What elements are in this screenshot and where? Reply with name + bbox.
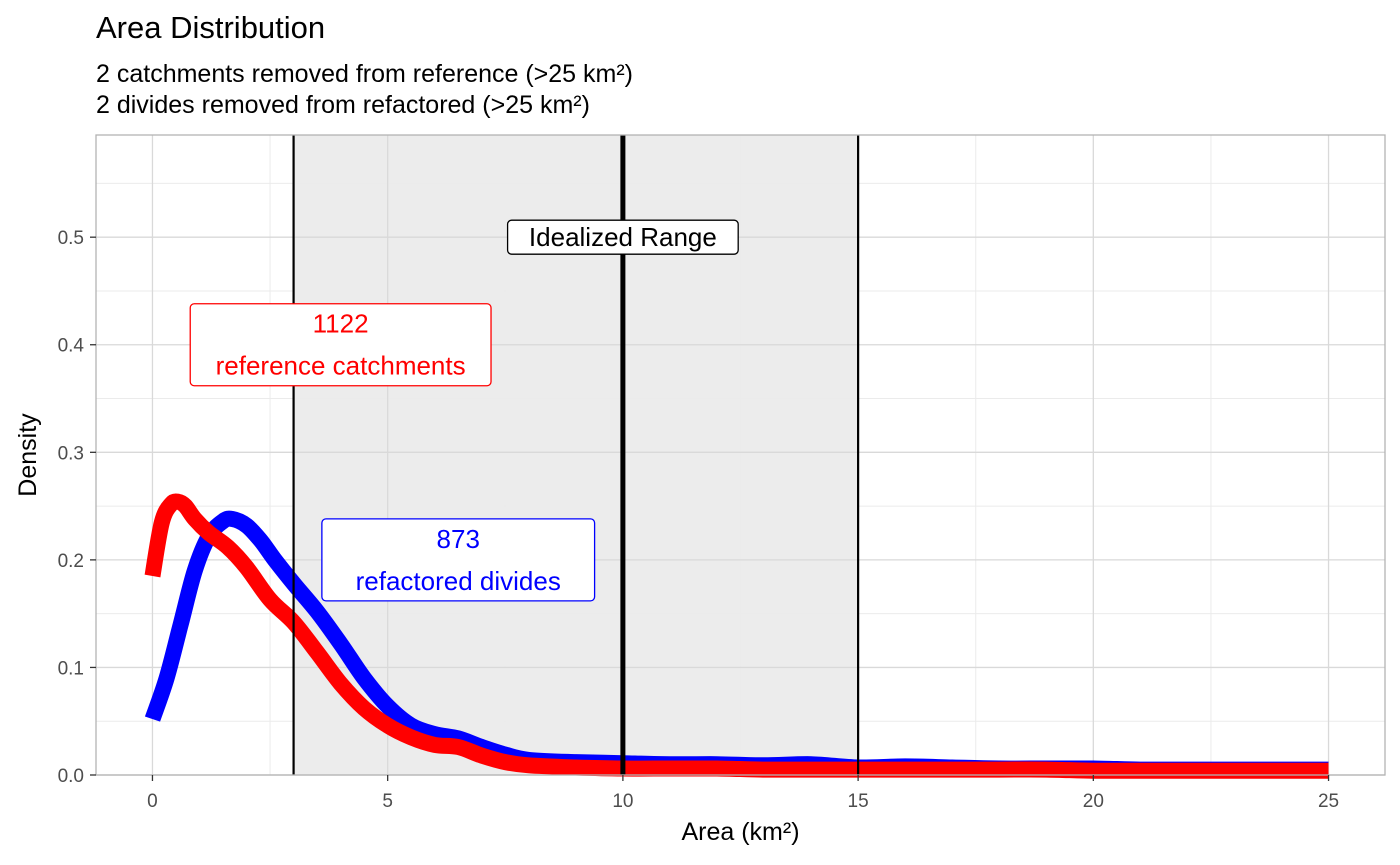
x-axis-title: Area (km²) (681, 818, 799, 846)
x-tick-label: 15 (848, 791, 869, 812)
chart-subtitle-line-2: 2 divides removed from refactored (>25 k… (96, 91, 590, 119)
plot-border (95, 134, 1386, 776)
reference-density-curve (144, 493, 1329, 779)
x-tick-label: 0 (147, 791, 158, 812)
x-tick-label: 25 (1318, 791, 1339, 812)
chart-title: Area Distribution (96, 10, 326, 45)
chart-subtitle-line-1: 2 catchments removed from reference (>25… (96, 60, 633, 88)
annotation-box-reference (189, 303, 492, 387)
y-tick-label: 0.3 (58, 443, 84, 464)
annotation-box-refactored (321, 518, 596, 602)
x-tick-label: 5 (382, 791, 393, 812)
annotation-text-refactored: 873 (437, 524, 480, 554)
y-axis-title: Density (14, 413, 42, 497)
annotation-text-reference: 1122 (313, 309, 369, 339)
y-tick-label: 0.2 (58, 551, 84, 572)
y-tick-label: 0.1 (58, 658, 84, 679)
x-tick-label: 10 (612, 791, 633, 812)
annotation-text-refactored: refactored divides (356, 566, 561, 596)
x-tick-label: 20 (1083, 791, 1104, 812)
y-tick-label: 0.5 (58, 228, 84, 249)
annotation-box-idealized (506, 219, 739, 255)
annotation-text-idealized: Idealized Range (529, 222, 717, 252)
y-tick-label: 0.0 (58, 766, 84, 787)
y-tick-label: 0.4 (58, 336, 85, 357)
annotation-text-reference: reference catchments (216, 351, 466, 381)
